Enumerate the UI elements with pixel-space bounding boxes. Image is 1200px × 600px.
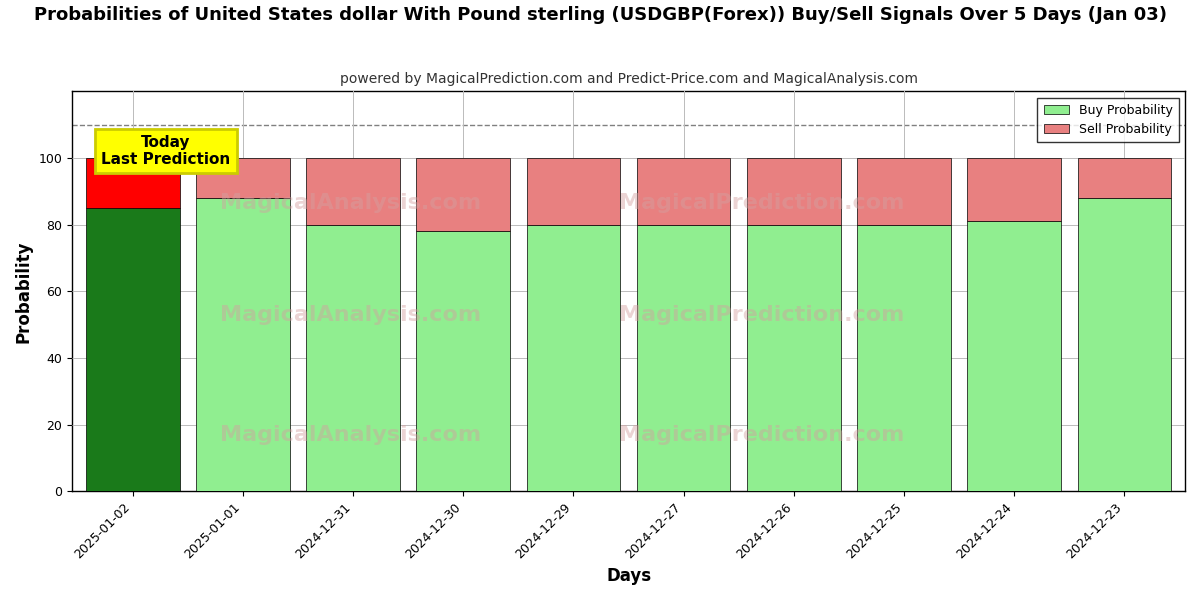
Text: Probabilities of United States dollar With Pound sterling (USDGBP(Forex)) Buy/Se: Probabilities of United States dollar Wi… <box>34 6 1166 24</box>
Bar <box>416 232 510 491</box>
Bar <box>527 224 620 491</box>
Bar <box>748 224 841 491</box>
Bar <box>637 158 731 224</box>
Text: MagicalAnalysis.com: MagicalAnalysis.com <box>220 193 481 214</box>
Bar <box>857 158 950 224</box>
Bar <box>306 158 400 224</box>
Bar <box>967 158 1061 221</box>
Text: MagicalPrediction.com: MagicalPrediction.com <box>619 425 905 445</box>
Text: MagicalPrediction.com: MagicalPrediction.com <box>619 305 905 325</box>
Bar <box>86 208 180 491</box>
Bar <box>86 158 180 208</box>
Bar <box>637 224 731 491</box>
Text: MagicalAnalysis.com: MagicalAnalysis.com <box>220 305 481 325</box>
X-axis label: Days: Days <box>606 567 652 585</box>
Title: powered by MagicalPrediction.com and Predict-Price.com and MagicalAnalysis.com: powered by MagicalPrediction.com and Pre… <box>340 72 918 86</box>
Y-axis label: Probability: Probability <box>16 240 34 343</box>
Text: MagicalAnalysis.com: MagicalAnalysis.com <box>220 425 481 445</box>
Bar <box>196 158 289 198</box>
Bar <box>748 158 841 224</box>
Bar <box>967 221 1061 491</box>
Text: MagicalPrediction.com: MagicalPrediction.com <box>619 193 905 214</box>
Bar <box>196 198 289 491</box>
Bar <box>1078 198 1171 491</box>
Bar <box>306 224 400 491</box>
Bar <box>857 224 950 491</box>
Text: Today
Last Prediction: Today Last Prediction <box>101 134 230 167</box>
Legend: Buy Probability, Sell Probability: Buy Probability, Sell Probability <box>1037 98 1178 142</box>
Bar <box>527 158 620 224</box>
Bar <box>1078 158 1171 198</box>
Bar <box>416 158 510 232</box>
